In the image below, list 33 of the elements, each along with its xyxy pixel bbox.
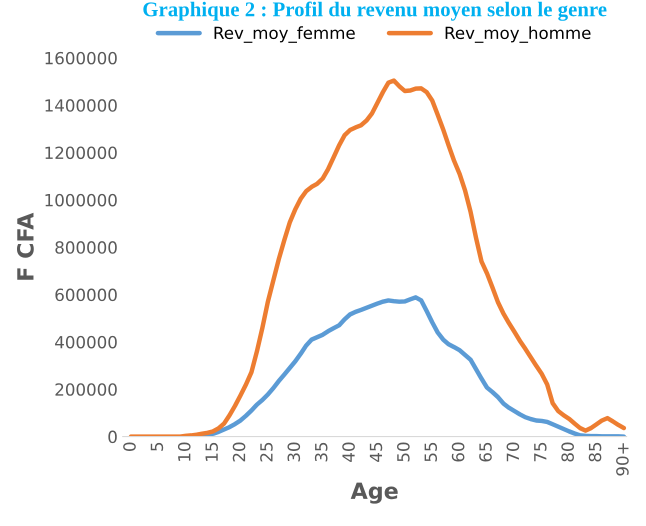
y-tick-label: 1200000 (45, 146, 117, 160)
y-tick-label: 1600000 (45, 52, 117, 64)
x-tick-label: 15 (206, 442, 218, 461)
x-tick-label: 75 (534, 442, 547, 462)
x-axis-title: Age (350, 482, 398, 504)
y-tick-label: 800000 (55, 241, 117, 254)
legend-label: Rev_moy_femme (214, 26, 355, 43)
line-series (128, 78, 626, 437)
x-tick-label: 45 (370, 442, 382, 462)
y-tick-label: 200000 (55, 383, 117, 396)
y-tick-label: 600000 (55, 288, 117, 302)
x-tick-label: 20 (232, 442, 246, 462)
y-tick-label: 1400000 (45, 99, 117, 112)
x-tick-label: 80 (561, 442, 574, 462)
y-tick-label: 400000 (55, 336, 117, 348)
x-tick-label: 70 (506, 442, 520, 462)
x-tick-label: 65 (479, 442, 492, 462)
y-axis-title: F CFA (16, 212, 34, 280)
x-tick-label: 0 (123, 442, 136, 451)
x-tick-label: 85 (588, 442, 602, 462)
x-tick-label: 55 (424, 442, 438, 462)
x-tick-label: 35 (314, 442, 328, 462)
x-tick-label: 40 (342, 442, 355, 462)
x-tick-label: 5 (150, 442, 164, 451)
x-tick-label: 25 (260, 442, 273, 462)
chart-title: Graphique 2 : Profil du revenu moyen selon le genre (143, 2, 607, 21)
legend-label: Rev_moy_homme (446, 26, 591, 43)
y-tick-label: 1000000 (45, 194, 117, 206)
x-tick-label: 50 (397, 442, 410, 462)
x-tick-label: 10 (178, 442, 191, 461)
x-tick-label: 60 (452, 442, 464, 462)
x-tick-label: 30 (287, 442, 300, 462)
x-tick-label: 90+ (616, 443, 629, 476)
